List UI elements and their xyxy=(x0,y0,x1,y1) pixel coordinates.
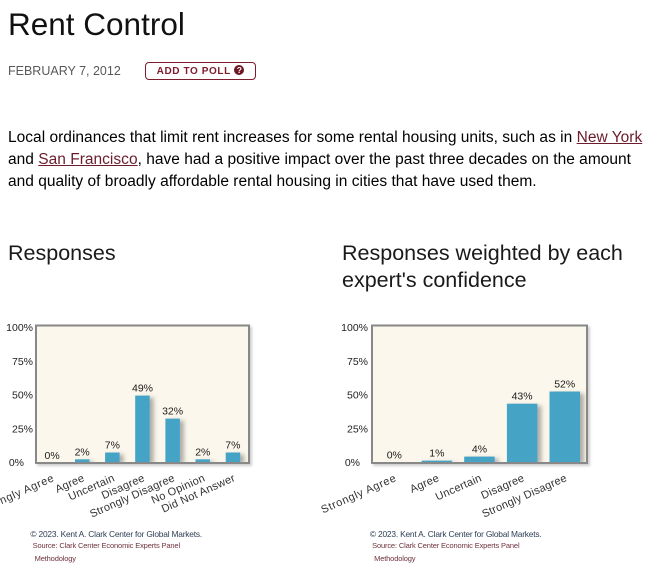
svg-text:25%: 25% xyxy=(12,424,33,436)
svg-text:Strongly Agree: Strongly Agree xyxy=(319,472,398,516)
svg-text:0%: 0% xyxy=(45,450,60,462)
svg-text:100%: 100% xyxy=(6,322,33,334)
svg-text:7%: 7% xyxy=(105,440,120,452)
svg-text:50%: 50% xyxy=(12,390,33,402)
svg-text:Strongly Agree: Strongly Agree xyxy=(0,472,56,516)
svg-text:0%: 0% xyxy=(345,457,360,469)
svg-text:75%: 75% xyxy=(347,356,368,368)
svg-text:100%: 100% xyxy=(341,322,368,334)
svg-text:4%: 4% xyxy=(472,444,487,456)
svg-text:2%: 2% xyxy=(75,446,90,458)
svg-text:32%: 32% xyxy=(162,406,183,418)
svg-text:75%: 75% xyxy=(12,356,33,368)
svg-text:7%: 7% xyxy=(225,440,240,452)
svg-text:52%: 52% xyxy=(554,379,575,391)
svg-text:0%: 0% xyxy=(9,457,24,469)
svg-text:2%: 2% xyxy=(195,446,210,458)
svg-text:0%: 0% xyxy=(387,450,402,462)
svg-text:50%: 50% xyxy=(347,390,368,402)
svg-text:1%: 1% xyxy=(429,448,444,460)
svg-text:Uncertain: Uncertain xyxy=(434,472,484,503)
svg-text:49%: 49% xyxy=(132,383,153,395)
svg-text:43%: 43% xyxy=(512,391,533,403)
svg-text:25%: 25% xyxy=(347,424,368,436)
